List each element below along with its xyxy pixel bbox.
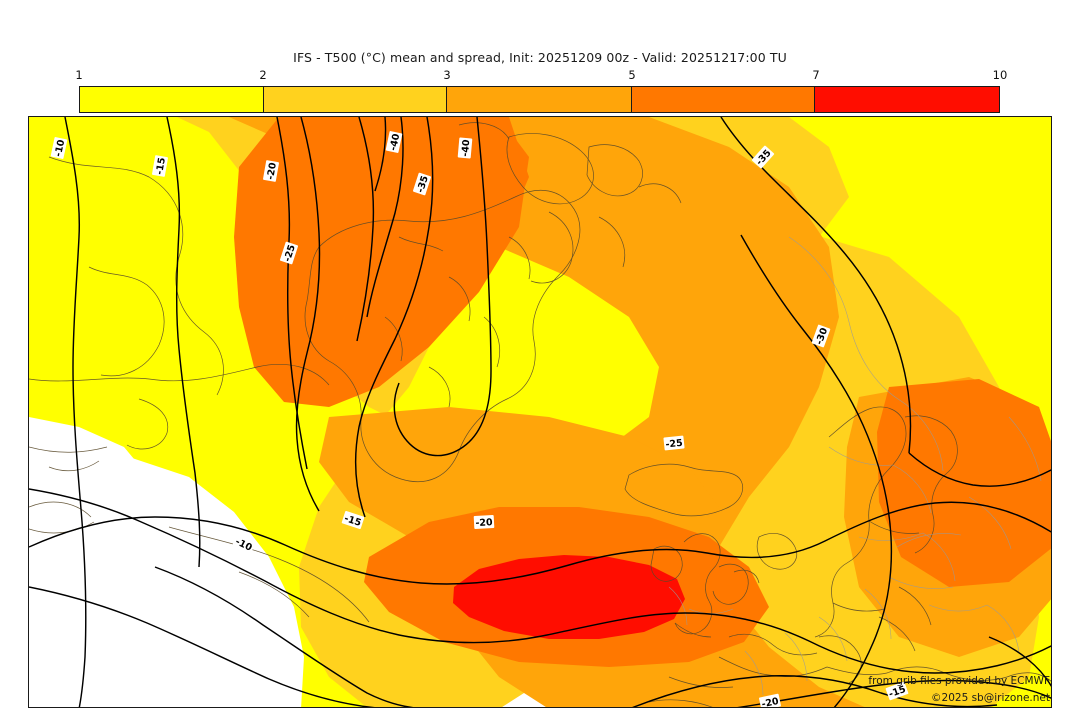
colorbar-tick-7: 7 bbox=[812, 68, 820, 82]
contour-line--25-nw bbox=[295, 117, 321, 512]
svg-text:-20: -20 bbox=[761, 696, 780, 708]
source-attribution: from grib files provided by ECMWF bbox=[868, 675, 1050, 687]
contour-line--30-nw bbox=[356, 117, 375, 342]
contour-lines bbox=[29, 117, 1051, 707]
contour-line--30-east bbox=[740, 234, 893, 707]
svg-text:-40: -40 bbox=[460, 139, 472, 157]
contour-line--20-lower bbox=[632, 675, 998, 707]
colorbar-segment-5-7 bbox=[631, 87, 816, 112]
contour-line--40-loop bbox=[393, 117, 492, 457]
contour-line--15-west bbox=[166, 117, 201, 568]
colorbar-tick-2: 2 bbox=[259, 68, 267, 82]
contour-line--25-atlantic bbox=[29, 501, 1051, 585]
fill-region-1-2-northwest bbox=[29, 117, 269, 491]
contour-line--15-sw bbox=[29, 586, 375, 707]
colorbar-tick-labels: 1 2 3 5 7 10 bbox=[0, 68, 1080, 84]
svg-text:-20: -20 bbox=[265, 161, 279, 180]
contour-line-branch-north bbox=[908, 452, 1051, 487]
colorbar-segment-3-5 bbox=[447, 87, 632, 112]
copyright-attribution: ©2025 sb@irizone.net bbox=[931, 692, 1050, 704]
svg-text:-10: -10 bbox=[53, 138, 67, 157]
svg-text:-35: -35 bbox=[415, 174, 431, 194]
svg-text:-20: -20 bbox=[475, 517, 493, 529]
contour-labels: -10 -15 -20 -25 bbox=[50, 131, 909, 708]
fill-region-5-7-northcenter bbox=[344, 117, 529, 317]
colorbar-segment-1-2 bbox=[80, 87, 264, 112]
contour-line--10-se bbox=[988, 636, 1051, 688]
contour-line--20-atlantic bbox=[29, 488, 1051, 674]
contour-line--40-greenland bbox=[366, 117, 404, 318]
contour-line--20-nw bbox=[276, 117, 308, 470]
contour-line--35-greenland bbox=[354, 117, 434, 518]
map-canvas[interactable]: -10 -15 -20 -25 bbox=[28, 116, 1052, 708]
svg-text:-25: -25 bbox=[282, 243, 298, 263]
spread-colorbar bbox=[79, 86, 1000, 113]
svg-text:-15: -15 bbox=[343, 513, 363, 529]
coastlines bbox=[29, 122, 1051, 707]
colorbar-tick-10: 10 bbox=[992, 68, 1008, 82]
contour-line--15-se bbox=[737, 679, 1051, 707]
contour-line--45-inner bbox=[374, 117, 387, 192]
contour-line--10-west bbox=[64, 117, 87, 707]
svg-text:-25: -25 bbox=[665, 438, 683, 451]
colorbar-tick-3: 3 bbox=[443, 68, 451, 82]
svg-text:-15: -15 bbox=[154, 157, 168, 176]
colorbar-segment-2-3 bbox=[263, 87, 448, 112]
colorbar-segment-7-10 bbox=[815, 87, 999, 112]
svg-text:-40: -40 bbox=[388, 132, 402, 151]
fill-region-below-1-south bbox=[124, 457, 304, 707]
colorbar-tick-5: 5 bbox=[628, 68, 636, 82]
page-title: IFS - T500 (°C) mean and spread, Init: 2… bbox=[293, 50, 787, 65]
contour-line--10-sw bbox=[154, 566, 414, 707]
colorbar-tick-1: 1 bbox=[75, 68, 83, 82]
